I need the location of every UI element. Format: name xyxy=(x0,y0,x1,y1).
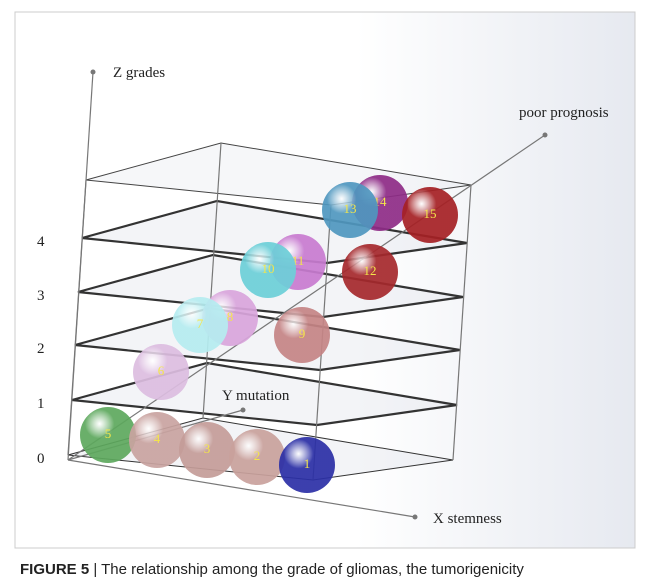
sphere xyxy=(172,297,228,353)
sphere-label: 1 xyxy=(304,456,311,471)
sphere xyxy=(240,242,296,298)
sphere-label: 10 xyxy=(262,261,275,276)
level-label: 2 xyxy=(37,341,45,357)
sphere-label: 2 xyxy=(254,448,261,463)
sphere xyxy=(80,407,136,463)
level-label: 4 xyxy=(37,234,45,250)
level-label: 0 xyxy=(37,451,45,467)
axes xyxy=(67,71,546,518)
caption-text: | The relationship among the grade of gl… xyxy=(89,561,524,578)
sphere-label: 8 xyxy=(227,309,234,324)
z-axis-label: Z grades xyxy=(113,65,165,81)
sphere-label: 4 xyxy=(154,431,161,446)
sphere-label: 12 xyxy=(364,263,377,278)
sphere-label: 3 xyxy=(204,441,211,456)
caption-tag: FIGURE 5 xyxy=(20,561,89,578)
x-axis-label: X stemness xyxy=(433,511,502,527)
sphere xyxy=(342,244,398,300)
level-label: 3 xyxy=(37,288,45,304)
sphere-label: 7 xyxy=(197,316,204,331)
caption: FIGURE 5 | The relationship among the gr… xyxy=(20,561,524,578)
sphere-label: 9 xyxy=(299,326,306,341)
sphere xyxy=(322,182,378,238)
sphere-label: 5 xyxy=(105,426,112,441)
sphere xyxy=(229,429,285,485)
sphere-label: 6 xyxy=(158,363,165,378)
sphere xyxy=(274,307,330,363)
sphere xyxy=(279,437,335,493)
sphere xyxy=(133,344,189,400)
sphere-label: 13 xyxy=(344,201,357,216)
levels: 0 1 2 3 4 xyxy=(37,234,45,467)
level-label: 1 xyxy=(37,396,45,412)
sphere xyxy=(179,422,235,478)
y-axis-label: Y mutation xyxy=(222,388,290,404)
sphere xyxy=(129,412,185,468)
sphere xyxy=(402,187,458,243)
sphere-label: 15 xyxy=(424,206,437,221)
diagonal-label: poor prognosis xyxy=(519,105,609,121)
